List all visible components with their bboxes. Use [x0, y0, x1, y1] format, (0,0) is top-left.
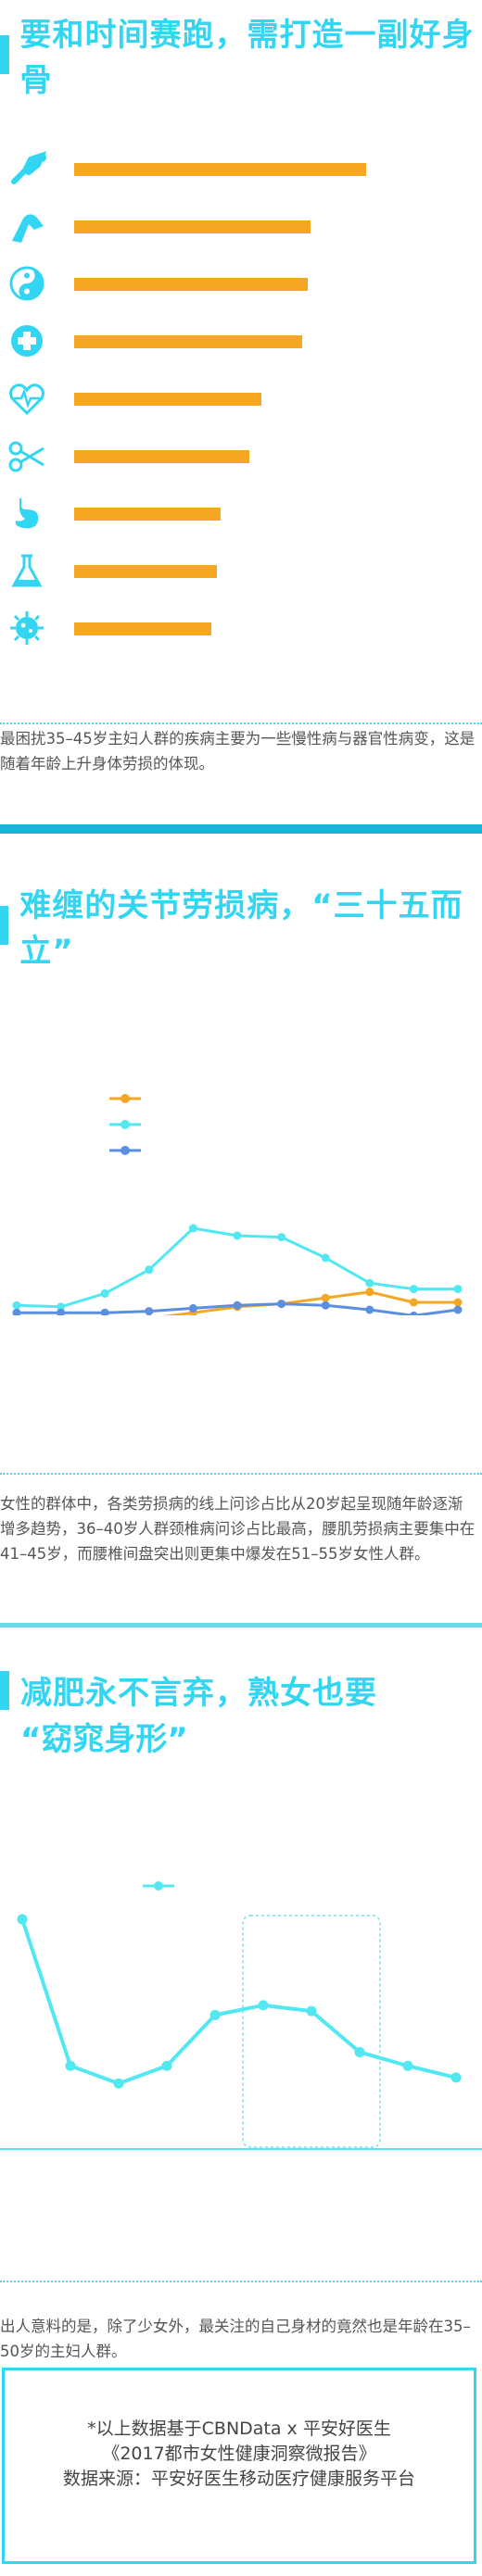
section2-description: 女性的群体中，各类劳损病的线上问诊占比从20岁起呈现随年龄逐渐增多趋势，36–4… [0, 1495, 476, 1563]
footer-line3: 数据来源：平安好医生移动医疗健康服务平台 [62, 2469, 415, 2489]
series-line [20, 1918, 457, 2086]
section1-title-text: 要和时间赛跑，需打造一副好身骨 [19, 17, 475, 99]
weight-loss-line-chart [0, 1881, 482, 2150]
section1-title: 要和时间赛跑，需打造一副好身骨 [0, 9, 482, 100]
joint-strain-line-chart [12, 1094, 463, 1315]
knee-icon [6, 207, 48, 245]
divider [0, 2281, 482, 2282]
data-point [12, 1301, 21, 1310]
legend-marker [154, 1881, 163, 1891]
bar [74, 565, 218, 578]
data-point [453, 1285, 463, 1294]
data-point [100, 1288, 109, 1298]
data-point [188, 1303, 197, 1313]
bone-joint-icon [6, 150, 48, 187]
heart-pulse-icon [6, 380, 48, 417]
title-accent-bar [0, 35, 9, 74]
legend-marker [120, 1094, 130, 1103]
bar-row [0, 206, 482, 246]
bar-row [0, 493, 482, 534]
data-point [145, 1307, 154, 1315]
footer-source-box: *以上数据基于CBNData x 平安好医生 《2017都市女性健康洞察微报告》… [2, 2368, 476, 2564]
data-point [161, 2060, 172, 2071]
title-accent-bar [0, 906, 9, 945]
data-point [65, 2060, 76, 2071]
stomach-icon [6, 495, 48, 532]
section2-title: 难缠的关节劳损病，“三十五而立” [0, 880, 482, 971]
data-point [321, 1293, 330, 1302]
data-point [306, 2005, 317, 2017]
data-point [365, 1305, 374, 1314]
series-line [16, 1226, 458, 1309]
bar [74, 163, 366, 176]
data-point [233, 1231, 242, 1240]
bar-row [0, 550, 482, 591]
data-point [409, 1298, 418, 1307]
section3-title-line2: “窈窕身形” [20, 1721, 188, 1758]
section-band [0, 1623, 482, 1627]
data-point [402, 2060, 413, 2071]
medical-cross-icon [6, 322, 48, 359]
data-point [409, 1285, 418, 1294]
data-point [277, 1300, 286, 1309]
flask-icon [6, 552, 48, 589]
section-band [0, 824, 482, 834]
yin-yang-icon [6, 265, 48, 302]
data-point [113, 2078, 124, 2089]
data-point [145, 1265, 154, 1275]
data-point [354, 2046, 365, 2057]
data-point [321, 1253, 330, 1263]
bar-row [0, 263, 482, 304]
divider [0, 723, 482, 724]
section3-description: 出人意料的是，除了少女外，最关注的自己身材的竟然也是年龄在35–50岁的主妇人群… [0, 2318, 471, 2360]
divider [0, 1473, 482, 1475]
data-point [365, 1278, 374, 1288]
data-point [57, 1308, 66, 1315]
bar [74, 220, 311, 233]
data-point [233, 1301, 242, 1310]
data-point [321, 1301, 330, 1310]
data-point [17, 1914, 28, 1925]
section2-title-text: 难缠的关节劳损病，“三十五而立” [19, 887, 463, 970]
data-point [12, 1308, 21, 1315]
section3-title-line1: 减肥永不言弃，熟女也要 [20, 1675, 377, 1712]
bar-row [0, 320, 482, 361]
legend-marker [120, 1146, 130, 1155]
footer-line2: 《2017都市女性健康洞察微报告》 [102, 2444, 376, 2464]
data-point [277, 1233, 286, 1242]
bar [74, 278, 308, 291]
bar-row [0, 148, 482, 189]
bar [74, 450, 249, 463]
legend-marker [120, 1120, 130, 1129]
data-point [409, 1311, 418, 1315]
bar-row [0, 378, 482, 419]
section3-title: 减肥永不言弃，熟女也要 [0, 1667, 377, 1713]
footer-line1: *以上数据基于CBNData x 平安好医生 [87, 2419, 391, 2439]
data-point [365, 1288, 374, 1297]
bar [74, 508, 221, 521]
scissors-icon [6, 437, 48, 474]
data-point [209, 2009, 221, 2020]
data-point [188, 1224, 197, 1233]
bar-row [0, 608, 482, 648]
data-point [453, 1298, 463, 1307]
data-point [258, 2000, 269, 2011]
title-accent-bar [0, 1670, 9, 1710]
bar [74, 622, 212, 635]
bar [74, 393, 261, 406]
highlight-box [242, 1915, 381, 2148]
data-point [57, 1302, 66, 1312]
bar-row [0, 435, 482, 476]
bar [74, 335, 302, 348]
data-point [100, 1308, 109, 1315]
section1-description: 最困扰35–45岁主妇人群的疾病主要为一些慢性病与器官性病变，这是随着年龄上升身… [0, 730, 476, 773]
data-point [453, 1305, 463, 1314]
data-point [450, 2072, 462, 2083]
virus-icon [6, 609, 48, 647]
